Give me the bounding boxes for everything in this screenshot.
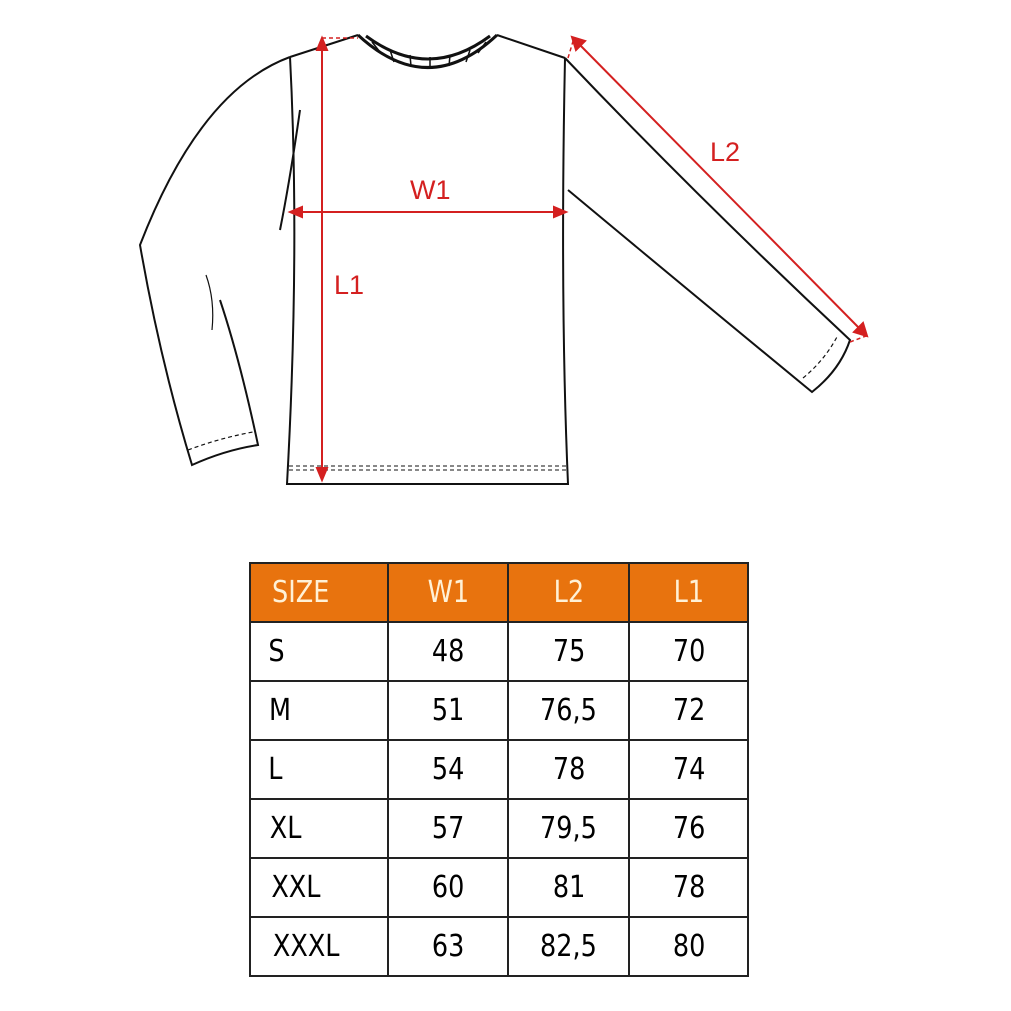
left-sleeve-fold [205, 274, 214, 331]
shirt-diagram [138, 33, 869, 485]
table-cell: XXL [248, 857, 390, 918]
table-cell: 63 [387, 916, 510, 977]
right-sleeve [564, 57, 852, 394]
table-cell: 82,5 [507, 916, 631, 977]
table-cell: 80 [628, 916, 749, 977]
table-cell: 81 [507, 857, 631, 918]
table-row: XXXL 63 82,5 80 [248, 916, 749, 977]
table-cell: S [248, 621, 390, 682]
table-row: XXL 60 81 78 [248, 857, 749, 918]
size-table: SIZE W1 L2 L1 S 48 75 70 M 51 76,5 72 L 54 78 74 XL 5… [248, 562, 749, 977]
table-cell: 78 [507, 739, 631, 800]
w1-label: W1 [410, 175, 451, 205]
l1-label: L1 [334, 270, 365, 300]
table-cell: 74 [628, 739, 749, 800]
hem-stitch [289, 465, 566, 471]
table-row: L 54 78 74 [248, 739, 749, 800]
table-cell: 51 [387, 680, 510, 741]
table-row: XL 57 79,5 76 [248, 798, 749, 859]
shirt-body [285, 34, 570, 485]
table-cell: 75 [507, 621, 631, 682]
left-sleeve [138, 56, 301, 467]
table-header: SIZE W1 L2 L1 [248, 562, 749, 623]
table-cell: 48 [387, 621, 510, 682]
collar-rib [371, 41, 487, 68]
table-cell: 76 [628, 798, 749, 859]
table-cell: 57 [387, 798, 510, 859]
table-cell: XL [248, 798, 390, 859]
col-size: SIZE [248, 562, 390, 623]
table-cell: 76,5 [507, 680, 631, 741]
right-cuff-stitch [802, 334, 839, 379]
l2-label: L2 [710, 137, 741, 167]
table-row: M 51 76,5 72 [248, 680, 749, 741]
l2-arrow [577, 42, 862, 331]
table-cell: 54 [387, 739, 510, 800]
table-row: S 48 75 70 [248, 621, 749, 682]
table-cell: 78 [628, 857, 749, 918]
table-cell: XXXL [248, 916, 390, 977]
table-cell: 60 [387, 857, 510, 918]
col-l1: L1 [628, 562, 749, 623]
table-cell: 72 [628, 680, 749, 741]
table-cell: 70 [628, 621, 749, 682]
col-l2: L2 [507, 562, 631, 623]
table-cell: 79,5 [507, 798, 631, 859]
col-w1: W1 [387, 562, 510, 623]
table-cell: M [248, 680, 390, 741]
table-cell: L [248, 739, 390, 800]
